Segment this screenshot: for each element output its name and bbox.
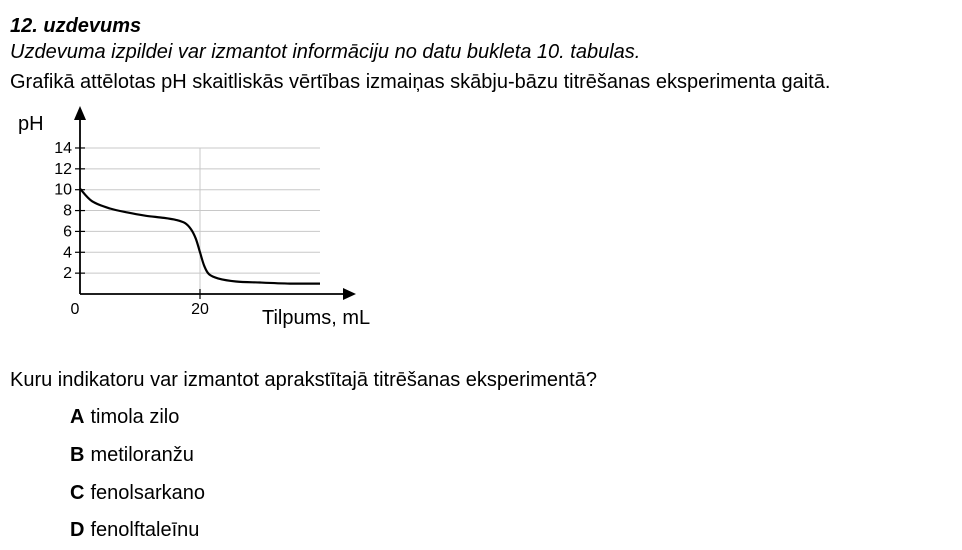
- y-tick-label: 10: [54, 182, 72, 199]
- option-a-letter: A: [70, 406, 85, 428]
- titration-curve: [79, 187, 321, 285]
- chart-grid: [80, 147, 320, 294]
- task-note: Uzdevuma izpildei var izmantot informāci…: [10, 41, 641, 63]
- option-c-letter: C: [70, 482, 85, 504]
- y-tick-label: 8: [63, 203, 72, 220]
- y-tick-label: 6: [63, 223, 72, 240]
- titration-chart: 2 4 6 8 10 12 14 0 20 pH Tilpums, mL: [18, 106, 370, 329]
- option-d-text: fenolftaleīnu: [90, 519, 200, 541]
- option-b-text: metiloranžu: [90, 444, 194, 466]
- option-c-text: fenolsarkano: [90, 482, 205, 504]
- task-title: 12. uzdevums: [10, 15, 142, 37]
- task-description: Grafikā attēlotas pH skaitliskās vērtība…: [10, 71, 831, 93]
- y-tick-label: 14: [54, 140, 72, 157]
- y-tick-label: 12: [54, 161, 72, 178]
- x-tick-label: 20: [191, 301, 209, 318]
- x-axis-label: Tilpums, mL: [262, 307, 370, 329]
- x-tick-label: 0: [71, 301, 80, 318]
- option-a-text: timola zilo: [90, 406, 180, 428]
- y-axis-arrow-icon: [74, 106, 86, 120]
- option-b-letter: B: [70, 444, 85, 466]
- option-d-letter: D: [70, 519, 85, 541]
- x-axis-arrow-icon: [343, 288, 356, 300]
- y-axis-label: pH: [18, 113, 44, 135]
- y-tick-label: 4: [63, 244, 72, 261]
- y-tick-label: 2: [63, 265, 72, 282]
- question-text: Kuru indikatoru var izmantot aprakstītaj…: [10, 369, 597, 391]
